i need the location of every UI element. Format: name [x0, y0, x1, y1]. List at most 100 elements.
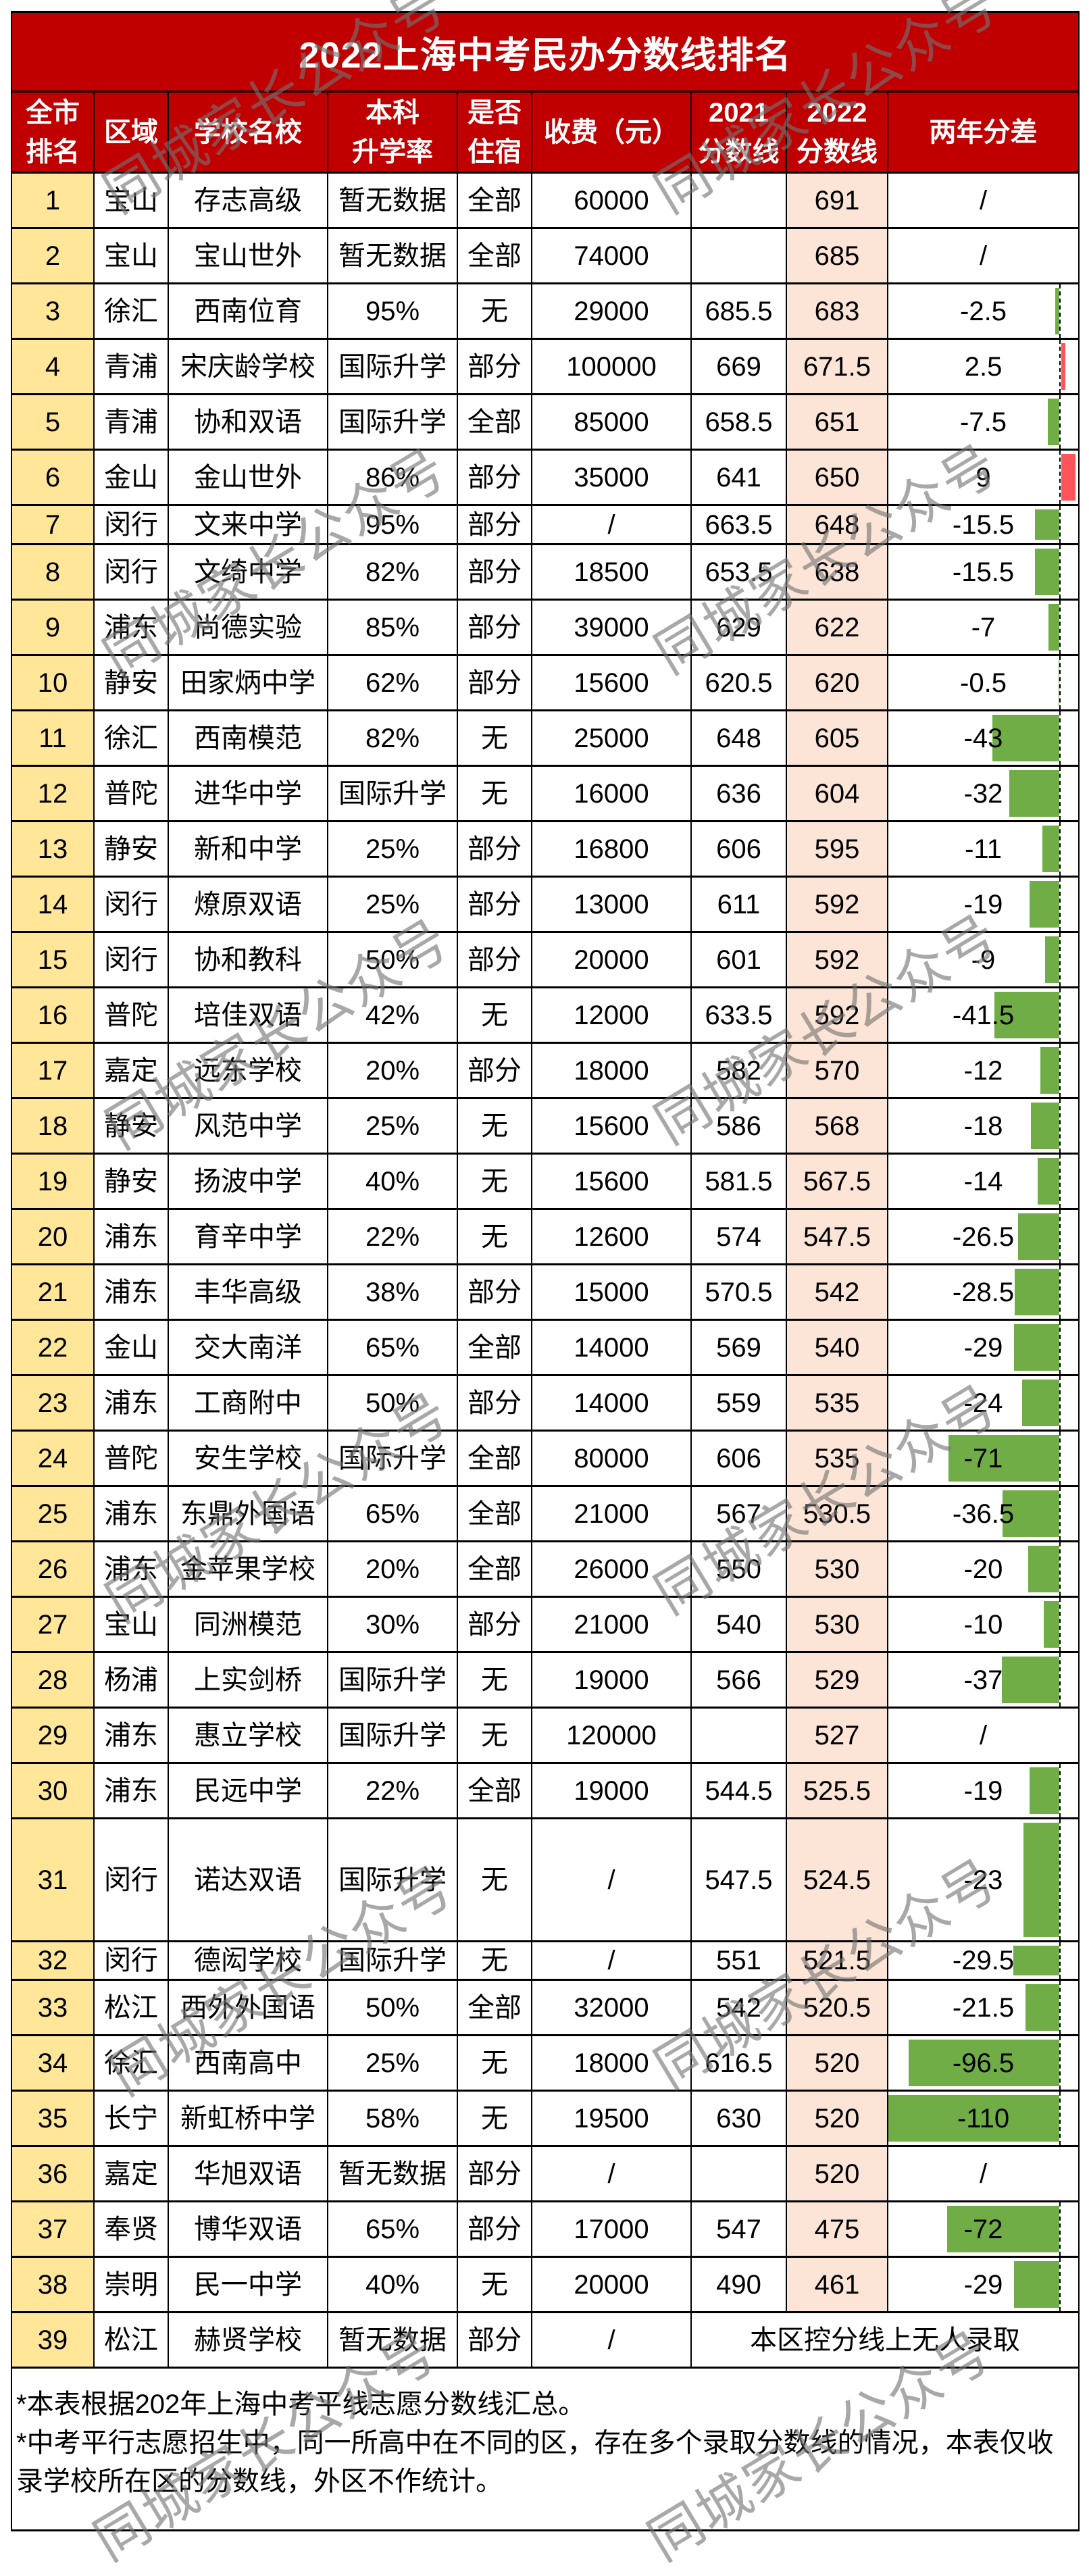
data-bar-axis-line	[1059, 2258, 1061, 2310]
score-diff-cell: -24	[886, 1374, 1080, 1432]
fee-cell: 18000	[531, 2034, 692, 2092]
school-name-cell: 同洲模范	[168, 1596, 328, 1653]
score-2022-cell: 592	[786, 986, 888, 1044]
rank-cell: 17	[11, 1042, 95, 1099]
fee-cell: 12000	[531, 986, 692, 1044]
table-row: 12 普陀 进华中学 国际升学无 16000 636 604 -32	[11, 765, 1080, 822]
score-diff-value: -9	[971, 944, 996, 975]
district-cell: 闵行	[93, 1940, 169, 1981]
data-bar-axis-line	[1059, 1321, 1061, 1373]
district-cell: 嘉定	[93, 1042, 169, 1099]
data-bar-axis-line	[1059, 1981, 1061, 2034]
fee-cell: 14000	[531, 1319, 692, 1376]
score-diff-value: /	[979, 2158, 988, 2189]
score-diff-cell: -29	[886, 1319, 1080, 1376]
score-2021-cell: 542	[690, 1979, 787, 2036]
rank-cell: 13	[11, 820, 95, 878]
negative-data-bar	[1048, 604, 1060, 651]
school-name-cell: 安生学校	[168, 1430, 328, 1487]
rank-cell: 16	[11, 986, 95, 1044]
score-2022-cell: 567.5	[786, 1153, 888, 1210]
negative-data-bar	[1014, 1324, 1060, 1371]
rank-cell: 2	[11, 227, 95, 284]
fee-cell: 13000	[531, 876, 692, 933]
fee-cell: 85000	[531, 393, 692, 451]
school-name-cell: 德闳学校	[168, 1940, 328, 1981]
district-cell: 宝山	[93, 172, 169, 229]
header-line: 分数线	[698, 136, 780, 167]
score-2022-cell: 525.5	[786, 1762, 888, 1819]
score-diff-value: -21.5	[952, 1992, 1015, 2023]
score-diff-value: -29	[963, 1332, 1003, 1363]
school-name-cell: 工商附中	[168, 1374, 328, 1432]
bachelor-rate-cell: 38%	[327, 1263, 458, 1321]
bachelor-rate-cell: 暂无数据	[327, 172, 458, 229]
score-2022-cell: 592	[786, 931, 888, 988]
score-diff-value: -29.5	[952, 1946, 1015, 1975]
table-row: 35 长宁 新虹桥中学 58% 无 19500 630 520 -110	[11, 2090, 1080, 2147]
school-name-cell: 协和教科	[168, 931, 328, 988]
district-cell: 静安	[93, 820, 169, 878]
bachelor-rate-cell: 25%	[327, 876, 458, 933]
score-diff-cell: -7.5	[886, 393, 1080, 451]
boarding-cell: 部分	[457, 820, 532, 878]
column-header-bachelor-rate: 本科 升学率	[327, 91, 458, 174]
table-row: 4 青浦 宋庆龄学校 国际升学 部分 100000 669 671.5 2.5	[11, 338, 1080, 395]
score-2021-cell	[690, 227, 787, 284]
district-cell: 浦东	[93, 599, 169, 656]
negative-data-bar	[946, 2206, 1060, 2252]
score-2021-cell: 606	[690, 820, 787, 878]
score-2021-cell: 606	[690, 1430, 787, 1487]
score-diff-cell: -9	[886, 931, 1080, 988]
bachelor-rate-cell: 国际升学	[327, 1817, 458, 1942]
score-diff-value: -2.5	[960, 296, 1007, 326]
score-diff-value: -10	[963, 1609, 1003, 1640]
district-cell: 徐汇	[93, 282, 169, 340]
score-2022-cell: 475	[786, 2200, 888, 2258]
score-2021-cell: 581.5	[690, 1153, 787, 1210]
score-diff-cell: 2.5	[886, 338, 1080, 395]
data-bar-axis-line	[1059, 1044, 1061, 1096]
district-cell: 徐汇	[93, 2034, 169, 2092]
score-2021-cell: 630	[690, 2090, 787, 2147]
boarding-cell: 无	[457, 986, 532, 1044]
score-2022-cell: 691	[786, 172, 888, 229]
fee-cell: 20000	[531, 2256, 692, 2313]
negative-data-bar	[889, 2095, 1060, 2142]
rank-cell: 35	[11, 2090, 95, 2147]
score-2022-cell: 524.5	[786, 1817, 888, 1942]
school-name-cell: 西南高中	[168, 2034, 328, 2092]
table-row: 20 浦东 育辛中学 22% 无 12600 574 547.5 -26.5	[11, 1208, 1080, 1265]
score-2021-cell: 566	[690, 1651, 787, 1709]
score-2021-cell: 540	[690, 1596, 787, 1653]
data-bar-axis-line	[1059, 1100, 1061, 1152]
header-line: 两年分差	[929, 117, 1038, 147]
ranking-table: 2022上海中考民办分数线排名 全市 排名 区域 学校名校 本科 升学率	[10, 11, 1080, 2531]
school-name-cell: 新虹桥中学	[168, 2090, 328, 2147]
score-diff-cell: /	[886, 2145, 1080, 2202]
rank-cell: 18	[11, 1097, 95, 1155]
boarding-cell: 部分	[457, 876, 532, 933]
table-row: 27 宝山 同洲模范 30% 部分 21000 540 530 -10	[11, 1596, 1080, 1653]
data-bar-axis-line	[1059, 2037, 1061, 2089]
header-line: 排名	[26, 136, 80, 167]
score-2022-cell: 671.5	[786, 338, 888, 395]
school-name-cell: 宝山世外	[168, 227, 328, 284]
district-cell: 杨浦	[93, 1651, 169, 1709]
fee-cell: 15600	[531, 1097, 692, 1155]
bachelor-rate-cell: 40%	[327, 1153, 458, 1210]
negative-data-bar	[1047, 399, 1060, 445]
score-diff-cell: -72	[886, 2200, 1080, 2258]
district-cell: 宝山	[93, 1596, 169, 1653]
school-name-cell: 惠立学校	[168, 1707, 328, 1764]
boarding-cell: 部分	[457, 504, 532, 545]
data-bar-axis-line	[1059, 601, 1061, 653]
school-name-cell: 宋庆龄学校	[168, 338, 328, 395]
fee-cell: 100000	[531, 338, 692, 395]
school-name-cell: 丰华高级	[168, 1263, 328, 1321]
rank-cell: 15	[11, 931, 95, 988]
boarding-cell: 无	[457, 282, 532, 340]
school-name-cell: 燎原双语	[168, 876, 328, 933]
school-name-cell: 育辛中学	[168, 1208, 328, 1265]
school-name-cell: 西外外国语	[168, 1979, 328, 2036]
